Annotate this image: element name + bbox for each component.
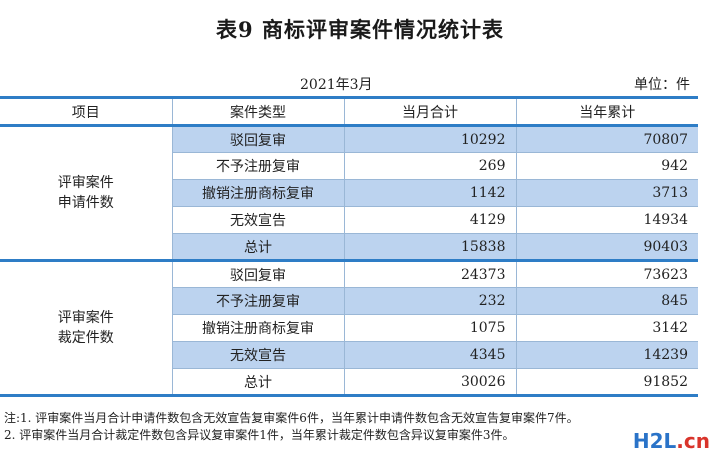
year-total-cell: 3713 xyxy=(516,179,698,207)
case-type-cell: 总计 xyxy=(172,368,345,397)
year-total-cell: 14239 xyxy=(516,341,698,369)
case-type-cell: 驳回复审 xyxy=(172,260,345,288)
month-total-cell: 4129 xyxy=(344,206,517,234)
group-label-decisions: 评审案件 裁定件数 xyxy=(0,260,173,397)
case-type-cell: 无效宣告 xyxy=(172,341,345,369)
case-type-cell: 撤销注册商标复审 xyxy=(172,179,345,207)
footnote-2: 2. 评审案件当月合计裁定件数包含异议复审案件1件，当年累计裁定件数包含异议复审… xyxy=(4,428,515,442)
statistics-table: 项目 案件类型 当月合计 当年累计 评审案件 申请件数 驳回复审 10292 7… xyxy=(0,96,698,397)
group-label-line1: 评审案件 xyxy=(57,175,114,191)
header-month-total: 当月合计 xyxy=(344,96,517,127)
header-item: 项目 xyxy=(0,96,173,127)
header-year-total: 当年累计 xyxy=(516,96,698,127)
year-total-cell: 942 xyxy=(516,152,698,180)
month-total-cell: 232 xyxy=(344,287,517,315)
month-total-cell: 1075 xyxy=(344,314,517,342)
year-total-cell: 14934 xyxy=(516,206,698,234)
table-row: 评审案件 裁定件数 驳回复审 24373 73623 xyxy=(0,260,698,397)
year-total-cell: 70807 xyxy=(516,125,698,153)
table-row: 无效宣告 4345 14239 xyxy=(0,341,698,369)
table-row: 撤销注册商标复审 1142 3713 xyxy=(0,179,698,207)
month-total-cell: 1142 xyxy=(344,179,517,207)
month-total-cell: 24373 xyxy=(344,260,517,288)
group-label-line1: 评审案件 xyxy=(57,310,114,326)
header-row: 项目 案件类型 当月合计 当年累计 xyxy=(0,96,698,127)
year-total-cell: 845 xyxy=(516,287,698,315)
footnote-1: 注:1. 评审案件当月合计申请件数包含无效宣告复审案件6件，当年累计申请件数包含… xyxy=(4,411,579,425)
group-label-applications: 评审案件 申请件数 xyxy=(0,125,173,262)
case-type-cell: 总计 xyxy=(172,233,345,262)
watermark-text-main: H2L xyxy=(632,429,677,453)
header-case-type: 案件类型 xyxy=(172,96,345,127)
case-type-cell: 不予注册复审 xyxy=(172,152,345,180)
year-total-cell: 90403 xyxy=(516,233,698,262)
table-row: 不予注册复审 232 845 xyxy=(0,287,698,315)
year-total-cell: 3142 xyxy=(516,314,698,342)
table-row: 评审案件 申请件数 驳回复审 10292 70807 xyxy=(0,125,698,262)
footnotes: 注:1. 评审案件当月合计申请件数包含无效宣告复审案件6件，当年累计申请件数包含… xyxy=(4,410,579,444)
group-label-line2: 申请件数 xyxy=(57,195,114,211)
table-row: 不予注册复审 269 942 xyxy=(0,152,698,180)
table-row-total: 总计 15838 90403 xyxy=(0,233,698,262)
month-total-cell: 10292 xyxy=(344,125,517,153)
table-title: 表9 商标评审案件情况统计表 xyxy=(216,17,504,42)
month-total-cell: 30026 xyxy=(344,368,517,397)
case-type-cell: 撤销注册商标复审 xyxy=(172,314,345,342)
case-type-cell: 不予注册复审 xyxy=(172,287,345,315)
month-total-cell: 4345 xyxy=(344,341,517,369)
year-total-cell: 73623 xyxy=(516,260,698,288)
table-row: 撤销注册商标复审 1075 3142 xyxy=(0,314,698,342)
watermark-text-domain: .cn xyxy=(676,429,710,453)
case-type-cell: 驳回复审 xyxy=(172,125,345,153)
month-total-cell: 269 xyxy=(344,152,517,180)
table-row: 无效宣告 4129 14934 xyxy=(0,206,698,234)
case-type-cell: 无效宣告 xyxy=(172,206,345,234)
unit-label: 单位：件 xyxy=(634,77,690,93)
year-total-cell: 91852 xyxy=(516,368,698,397)
report-date: 2021年3月 xyxy=(300,77,373,93)
site-watermark-logo: H2L.cn xyxy=(633,429,710,453)
table-row-total: 总计 30026 91852 xyxy=(0,368,698,397)
group-label-line2: 裁定件数 xyxy=(57,330,114,346)
month-total-cell: 15838 xyxy=(344,233,517,262)
